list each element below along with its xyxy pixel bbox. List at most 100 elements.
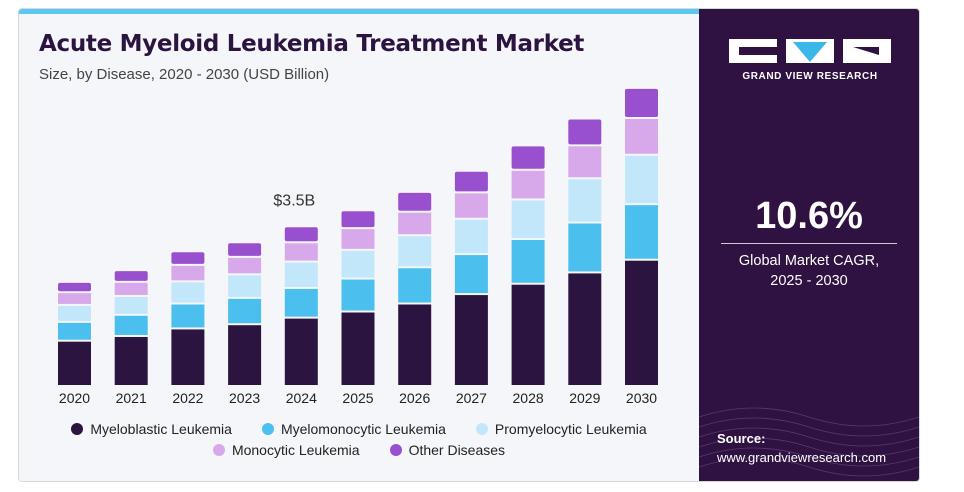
legend-row-2: Monocytic Leukemia Other Diseases	[19, 442, 699, 458]
bar-segment-2023-monocytic-leukemia	[228, 257, 262, 274]
bar-segment-2023-myelomonocytic-leukemia	[228, 298, 262, 324]
bar-segment-2024-promyelocytic-leukemia	[284, 262, 318, 287]
chart-subtitle: Size, by Disease, 2020 - 2030 (USD Billi…	[39, 66, 330, 83]
bar-segment-2027-other-diseases	[454, 171, 488, 192]
bar-segment-2029-monocytic-leukemia	[568, 146, 602, 178]
chart-title: Acute Myeloid Leukemia Treatment Market	[39, 31, 585, 57]
bar-segment-2021-myelomonocytic-leukemia	[114, 315, 148, 335]
bar-segment-2021-monocytic-leukemia	[114, 282, 148, 295]
gvr-logo: GRAND VIEW RESEARCH	[729, 37, 891, 87]
legend-item-monocytic: Monocytic Leukemia	[212, 442, 360, 458]
bar-segment-2030-other-diseases	[625, 88, 658, 118]
bar-segment-2025-myelomonocytic-leukemia	[341, 279, 375, 311]
legend-row-1: Myeloblastic Leukemia Myelomonocytic Leu…	[19, 421, 699, 437]
wave-decoration	[699, 407, 919, 477]
bar-segment-2027-myelomonocytic-leukemia	[454, 255, 488, 294]
bar-segment-2024-myeloblastic-leukemia	[284, 318, 318, 385]
bar-segment-2026-myelomonocytic-leukemia	[398, 268, 432, 303]
legend-item-myelomonocytic: Myelomonocytic Leukemia	[261, 421, 446, 437]
x-tick-label-2027: 2027	[456, 390, 487, 406]
legend-label-myelomonocytic: Myelomonocytic Leukemia	[280, 421, 446, 437]
legend-swatch-monocytic	[212, 444, 225, 456]
cagr-label-line1: Global Market CAGR,	[738, 253, 880, 269]
x-tick-label-2024: 2024	[286, 390, 317, 406]
bar-segment-2027-promyelocytic-leukemia	[454, 219, 488, 254]
bar-segment-2028-myelomonocytic-leukemia	[511, 240, 545, 283]
bar-segment-2022-myelomonocytic-leukemia	[171, 304, 205, 328]
bar-segment-2030-monocytic-leukemia	[625, 119, 658, 154]
bar-segment-2028-promyelocytic-leukemia	[511, 200, 545, 239]
chart-card: Acute Myeloid Leukemia Treatment Market …	[18, 8, 920, 482]
chart-legend: Myeloblastic Leukemia Myelomonocytic Leu…	[19, 421, 699, 463]
cagr-divider	[721, 243, 897, 244]
bar-segment-2022-promyelocytic-leukemia	[171, 282, 205, 303]
legend-swatch-myeloblastic	[71, 423, 84, 435]
legend-label-other-diseases: Other Diseases	[408, 442, 506, 458]
bar-segment-2023-other-diseases	[228, 243, 262, 256]
x-tick-label-2025: 2025	[342, 390, 373, 406]
summary-panel: GRAND VIEW RESEARCH 10.6% Global Market …	[699, 9, 919, 481]
x-tick-label-2026: 2026	[399, 390, 430, 406]
x-tick-label-2029: 2029	[569, 390, 600, 406]
bar-segment-2022-myeloblastic-leukemia	[171, 329, 205, 385]
bar-segment-2028-monocytic-leukemia	[511, 170, 545, 199]
legend-label-myeloblastic: Myeloblastic Leukemia	[90, 421, 232, 437]
bar-segment-2022-other-diseases	[171, 252, 205, 264]
bar-segment-2021-myeloblastic-leukemia	[114, 336, 148, 385]
x-tick-label-2028: 2028	[513, 390, 544, 406]
bar-segment-2029-myelomonocytic-leukemia	[568, 223, 602, 272]
bar-segment-2022-monocytic-leukemia	[171, 265, 205, 281]
bar-segment-2020-myelomonocytic-leukemia	[58, 322, 91, 340]
gvr-logo-icon	[729, 39, 891, 63]
bar-segment-2026-promyelocytic-leukemia	[398, 236, 432, 267]
bar-segment-2021-promyelocytic-leukemia	[114, 296, 148, 314]
bar-segment-2030-myeloblastic-leukemia	[625, 260, 658, 385]
stacked-bar-chart: 2020 2021 2022 2023 2024 2025 2026 2027 2028 2029…	[58, 88, 658, 406]
x-tick-label-2020: 2020	[59, 390, 90, 406]
x-tick-label-2023: 2023	[229, 390, 260, 406]
legend-swatch-myelomonocytic	[261, 423, 274, 435]
bar-segment-2030-promyelocytic-leukemia	[625, 155, 658, 204]
bar-segment-2020-myeloblastic-leukemia	[58, 341, 91, 385]
bar-segment-2026-other-diseases	[398, 192, 432, 211]
source-block: Source: www.grandviewresearch.com	[717, 429, 886, 467]
bar-segment-2020-other-diseases	[58, 282, 91, 292]
legend-item-myeloblastic: Myeloblastic Leukemia	[71, 421, 232, 437]
bar-segment-2027-myeloblastic-leukemia	[454, 295, 488, 385]
cagr-label-line2: 2025 - 2030	[770, 273, 848, 289]
bar-segment-2026-myeloblastic-leukemia	[398, 304, 432, 385]
bar-segment-2020-promyelocytic-leukemia	[58, 305, 91, 321]
legend-label-promyelocytic: Promyelocytic Leukemia	[494, 421, 647, 437]
bar-segment-2023-myeloblastic-leukemia	[228, 325, 262, 385]
bar-segment-2028-other-diseases	[511, 146, 545, 169]
bar-segment-2029-myeloblastic-leukemia	[568, 273, 602, 385]
bar-segment-2024-myelomonocytic-leukemia	[284, 288, 318, 317]
legend-swatch-promyelocytic	[475, 423, 488, 435]
bar-segment-2025-promyelocytic-leukemia	[341, 250, 375, 278]
x-tick-label-2030: 2030	[626, 390, 657, 406]
accent-bar	[19, 9, 699, 14]
cagr-value: 10.6%	[755, 195, 863, 237]
legend-swatch-other-diseases	[389, 444, 402, 456]
bar-segment-2025-myeloblastic-leukemia	[341, 312, 375, 385]
source-url: www.grandviewresearch.com	[717, 450, 887, 465]
bar-segment-2023-promyelocytic-leukemia	[228, 275, 262, 297]
bar-segment-2028-myeloblastic-leukemia	[511, 284, 545, 385]
bar-segment-2029-other-diseases	[568, 119, 602, 145]
bar-segment-2025-monocytic-leukemia	[341, 229, 375, 249]
legend-label-monocytic: Monocytic Leukemia	[231, 442, 360, 458]
cagr-label: Global Market CAGR, 2025 - 2030	[699, 251, 919, 291]
chart-panel: Acute Myeloid Leukemia Treatment Market …	[19, 9, 699, 481]
legend-item-promyelocytic: Promyelocytic Leukemia	[475, 421, 647, 437]
bar-segment-2026-monocytic-leukemia	[398, 212, 432, 235]
source-label: Source:	[717, 431, 766, 446]
brand-name: GRAND VIEW RESEARCH	[742, 71, 878, 82]
bar-segment-2024-monocytic-leukemia	[284, 243, 318, 261]
data-label-2024: $3.5B	[273, 192, 315, 209]
bar-segment-2024-other-diseases	[284, 227, 318, 242]
bar-segment-2020-monocytic-leukemia	[58, 293, 91, 304]
bar-segment-2029-promyelocytic-leukemia	[568, 179, 602, 222]
bar-segment-2025-other-diseases	[341, 211, 375, 228]
x-tick-label-2021: 2021	[116, 390, 147, 406]
bar-segment-2027-monocytic-leukemia	[454, 193, 488, 218]
